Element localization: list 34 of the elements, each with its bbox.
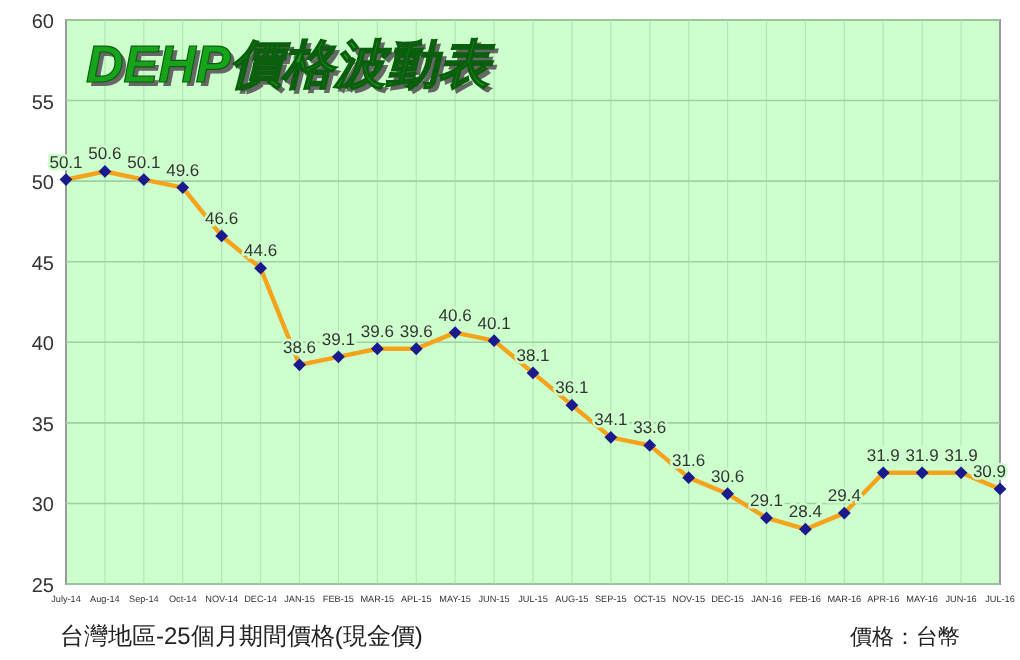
data-label: 50.1	[49, 151, 84, 172]
data-label: 39.6	[399, 320, 434, 341]
y-tick-label: 60	[31, 12, 55, 34]
data-label: 40.1	[477, 312, 512, 333]
y-tick-label: 45	[31, 253, 55, 276]
data-label: 40.6	[438, 304, 473, 325]
y-tick-label: 55	[31, 92, 55, 115]
data-label: 33.6	[633, 417, 667, 438]
y-tick-label: 25	[31, 576, 55, 598]
data-label: 38.1	[516, 344, 551, 365]
data-label: 30.9	[972, 460, 1007, 481]
data-label: 50.1	[127, 151, 161, 172]
data-label: 31.9	[866, 444, 901, 465]
data-label: 30.6	[711, 465, 745, 486]
data-label: 28.4	[788, 501, 823, 522]
data-label: 50.6	[88, 143, 122, 164]
data-label: 34.1	[594, 409, 628, 430]
data-label: 39.6	[360, 320, 395, 341]
y-tick-label: 35	[31, 414, 55, 437]
text: 台灣地區-25個月期間價格(現金價)	[60, 622, 423, 650]
chart-title: DEHP價格波動表	[90, 38, 501, 98]
data-label: 31.6	[672, 449, 706, 470]
data-label: 31.9	[905, 444, 940, 465]
data-label: 29.4	[827, 485, 862, 506]
data-label: 49.6	[166, 159, 200, 180]
data-label: 36.1	[555, 377, 589, 398]
data-label: 39.1	[321, 328, 356, 349]
y-tick-label: 50	[31, 173, 55, 196]
y-tick-label: 40	[31, 334, 55, 357]
y-tick-label: 30	[31, 495, 55, 518]
data-label: 29.1	[749, 489, 784, 510]
text: 價格：台幣	[850, 624, 960, 650]
data-label: 44.6	[244, 240, 278, 261]
data-label: 31.9	[944, 444, 979, 465]
